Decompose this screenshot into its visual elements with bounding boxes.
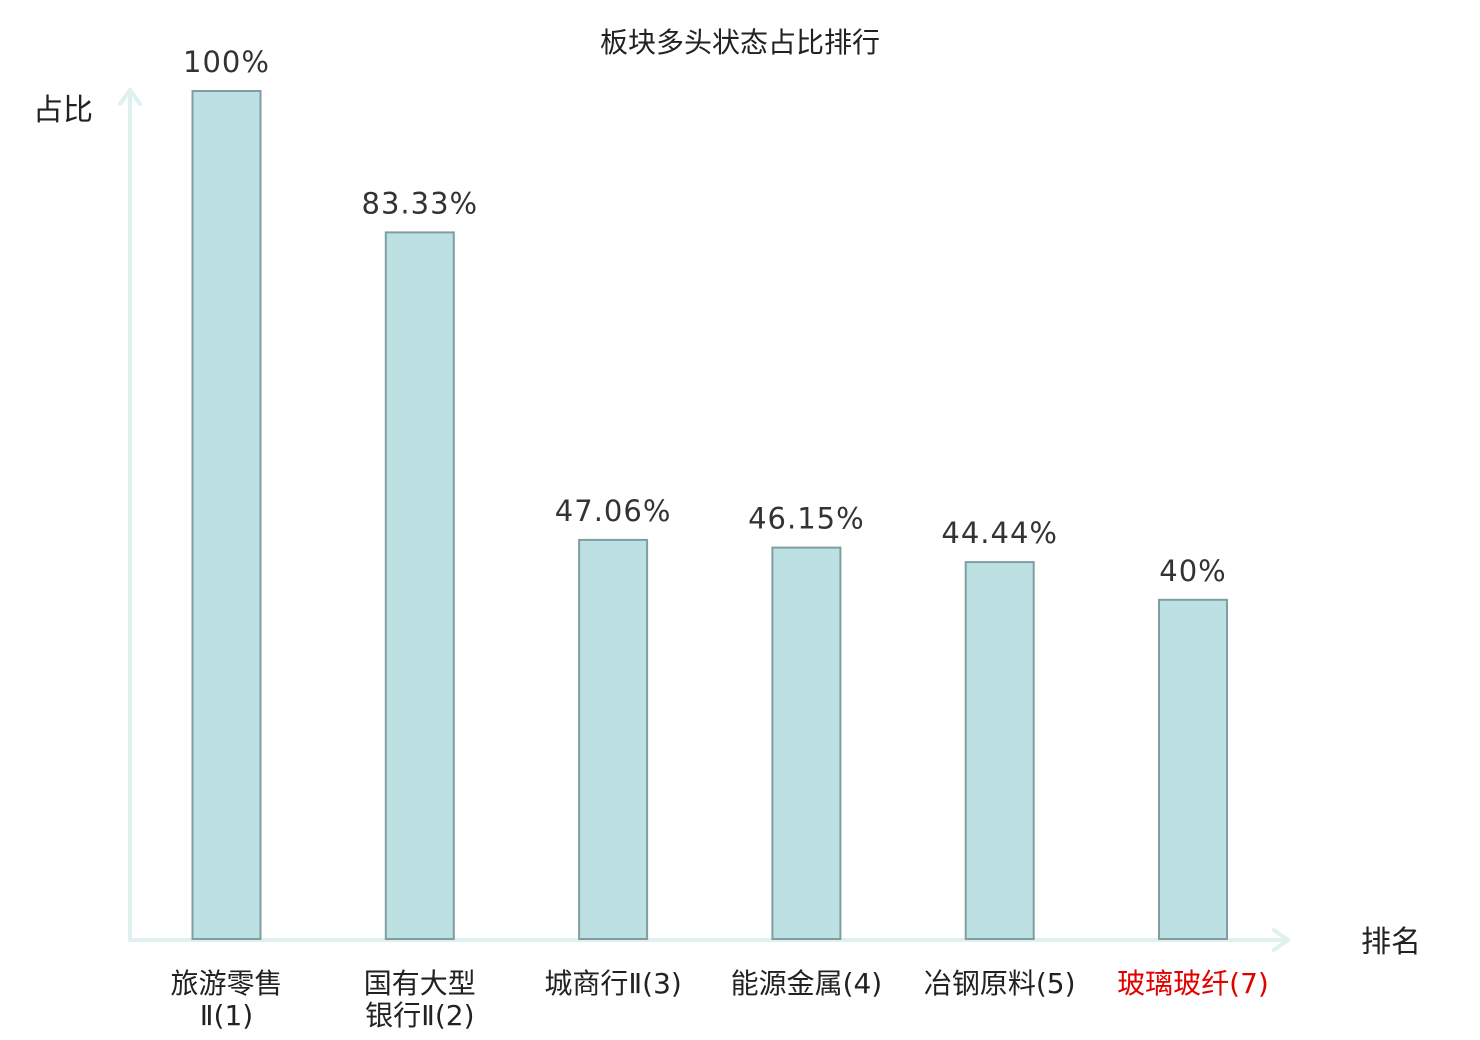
- axes: [118, 88, 1290, 952]
- category-label-line: 银行Ⅱ(2): [365, 999, 474, 1032]
- value-label-4: 46.15%: [748, 502, 865, 536]
- bar-5: [964, 561, 1035, 940]
- bar-1: [191, 90, 262, 940]
- y-axis-label: 占比: [33, 93, 93, 128]
- category-labels-group: 旅游零售 Ⅱ(1) 国有大型银行Ⅱ(2) 城商行Ⅱ(3) 能源金属(4) 冶钢原料(5) 玻…: [170, 967, 1268, 1032]
- value-label-6: 40%: [1159, 554, 1226, 588]
- category-label-line: 冶钢原料(5): [924, 967, 1076, 1000]
- category-label-line: 城商行Ⅱ(3): [544, 967, 681, 1000]
- bar-6: [1158, 598, 1228, 940]
- value-labels-group: 100% 83.33% 47.06% 46.15% 44.44% 40%: [183, 45, 1226, 588]
- category-label-line: 玻璃玻纤(7): [1117, 967, 1269, 1000]
- bar-4: [771, 546, 842, 940]
- category-label-3: 城商行Ⅱ(3): [544, 967, 681, 1000]
- value-label-1: 100%: [183, 45, 270, 79]
- category-label-line: 旅游零售: [170, 967, 282, 1000]
- category-label-line: 能源金属(4): [731, 967, 883, 1000]
- category-label-line: 国有大型: [364, 967, 476, 1000]
- x-axis-arrow-icon: [1272, 928, 1290, 952]
- x-axis-label: 排名: [1361, 925, 1421, 960]
- value-label-3: 47.06%: [555, 494, 672, 528]
- chart-title: 板块多头状态占比排行: [600, 26, 880, 59]
- bar-2: [384, 231, 455, 940]
- value-label-5: 44.44%: [941, 516, 1058, 550]
- category-label-6: 玻璃玻纤(7): [1117, 967, 1269, 1000]
- value-label-2: 83.33%: [362, 186, 479, 220]
- bar-3: [578, 538, 649, 941]
- category-label-4: 能源金属(4): [731, 967, 883, 1000]
- category-label-line: Ⅱ(1): [200, 999, 253, 1032]
- category-label-1: 旅游零售 Ⅱ(1): [170, 967, 282, 1032]
- bars-group: [191, 90, 1228, 941]
- category-label-5: 冶钢原料(5): [924, 967, 1076, 1000]
- y-axis-arrow-icon: [118, 88, 142, 106]
- category-label-2: 国有大型银行Ⅱ(2): [364, 967, 476, 1032]
